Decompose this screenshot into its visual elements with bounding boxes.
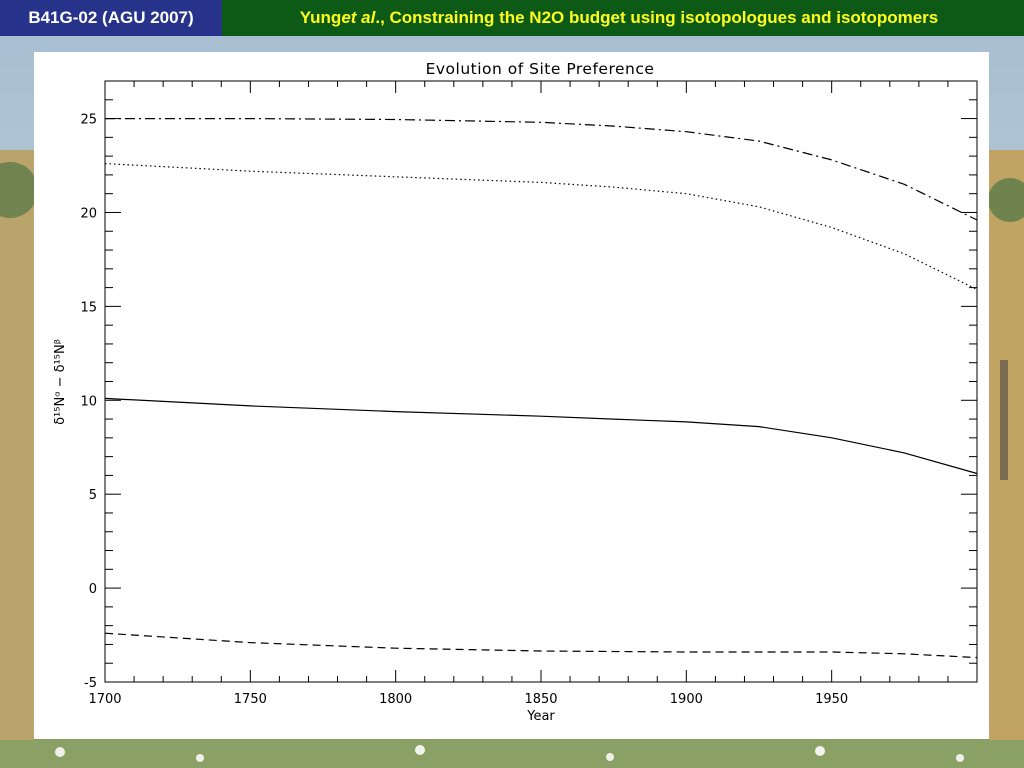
title-et-al: et al [341,8,376,27]
y-tick-label: 20 [80,206,97,221]
axis-ticks [104,80,978,683]
x-tick-label: 1700 [88,692,121,707]
x-tick-label: 1800 [379,692,412,707]
slide-header: B41G-02 (AGU 2007) Yung et al., Constrai… [0,0,1024,36]
series-line-solid [104,397,978,475]
chart-panel: Evolution of Site Preference 1700 1750 180… [34,52,989,739]
title-author: Yung [299,8,342,27]
slide-title: Yung et al., Constraining the N2O budget… [222,0,1024,36]
series-lines [104,117,978,659]
y-axis-label: δ¹⁵Nᵅ − δ¹⁵Nᵝ [53,339,68,425]
y-tick-label: 0 [89,582,97,597]
plot-frame [104,80,978,683]
x-tick-label: 1750 [234,692,267,707]
title-rest: ., Constraining the N2O budget using iso… [375,8,939,27]
x-tick-label: 1950 [815,692,848,707]
y-tick-label: 10 [80,394,97,409]
x-tick-labels: 1700 1750 1800 1850 1900 1950 [88,692,848,707]
x-tick-label: 1900 [670,692,703,707]
y-tick-label: 25 [80,113,97,128]
x-tick-label: 1850 [524,692,557,707]
site-preference-chart: Evolution of Site Preference 1700 1750 180… [53,60,978,724]
chart-title: Evolution of Site Preference [426,60,655,78]
y-tick-labels: -5 0 5 10 15 20 25 [80,113,97,691]
series-line-dashdot [105,117,978,221]
x-axis-label: Year [526,709,555,724]
y-tick-label: -5 [84,676,97,691]
y-tick-label: 5 [89,488,97,503]
series-line-dashed [104,632,978,659]
y-tick-label: 15 [80,300,97,315]
session-badge: B41G-02 (AGU 2007) [0,0,222,36]
series-line-dotted [104,163,978,291]
